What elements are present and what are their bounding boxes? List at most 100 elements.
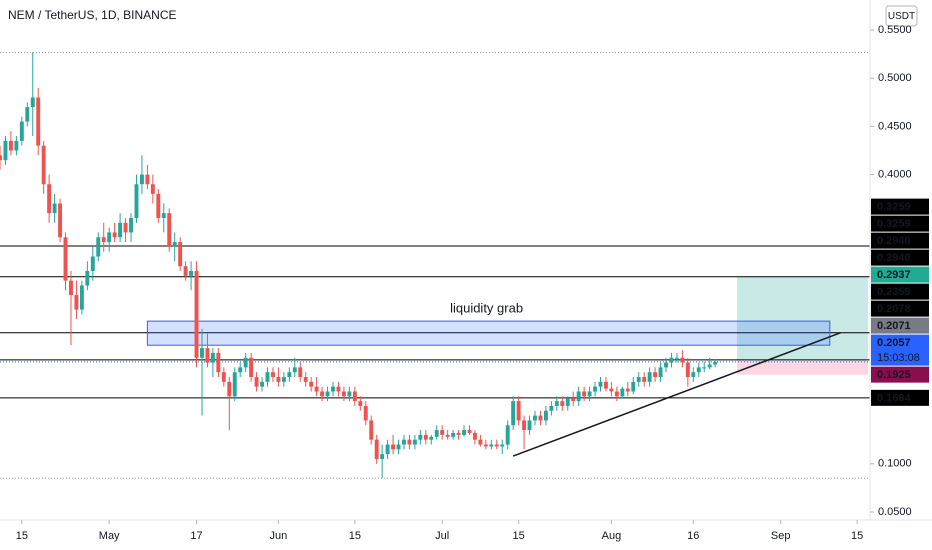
x-tick-label: 16 (687, 530, 699, 542)
candle-body (385, 444, 390, 455)
candle-body (434, 430, 439, 437)
candle-body (303, 377, 308, 382)
candle-body (25, 107, 30, 122)
candle-body (347, 391, 352, 397)
candle-body (52, 203, 57, 214)
candle-body (249, 357, 254, 378)
candle-body (620, 388, 625, 397)
candle-body (352, 391, 357, 402)
price-tag-label: 0.2071 (877, 320, 911, 332)
candle-body (79, 285, 84, 310)
candle-body (505, 425, 510, 445)
candle-body (227, 381, 232, 397)
candle-body (664, 362, 668, 368)
candle-body (63, 237, 68, 281)
candle-body (178, 242, 183, 267)
candle-body (292, 367, 297, 373)
candle-body (320, 391, 325, 397)
price-tag-label: 0.1684 (877, 392, 912, 404)
candle-body (341, 391, 346, 397)
candle-body (625, 388, 630, 392)
price-tag (871, 317, 929, 334)
x-tick-label: 15 (16, 530, 28, 542)
candle-body (440, 430, 445, 435)
price-tag-label: 0.2940 (877, 252, 911, 264)
candle-body (538, 415, 543, 421)
price-tag (871, 215, 929, 232)
candle-body (543, 410, 548, 421)
price-tag-label: 0.2057 (877, 337, 911, 349)
candle-body (134, 184, 139, 218)
candle-body (533, 415, 537, 421)
candle-body (511, 401, 516, 426)
candle-body (462, 430, 466, 435)
candle-body (636, 377, 641, 382)
candle-body (691, 372, 696, 378)
candle-body (30, 97, 35, 108)
candle-body (298, 367, 303, 378)
candle-body (8, 140, 13, 151)
candle-body (549, 405, 554, 411)
candle-body (172, 242, 177, 247)
candle-body (685, 362, 690, 378)
candle-body (331, 386, 335, 392)
candle-body (369, 420, 374, 440)
candle-body (380, 454, 385, 459)
candle-body (69, 280, 73, 296)
price-tag (871, 366, 929, 383)
candle-body (309, 381, 314, 387)
price-tag-label: 0.2359 (877, 286, 911, 298)
candle-body (642, 377, 647, 382)
annotation: liquidity grab (450, 301, 523, 316)
x-tick-label: 15 (349, 530, 361, 542)
currency-button[interactable] (885, 5, 918, 27)
candle-body (129, 217, 133, 233)
candle-body (713, 361, 718, 365)
candle-body (576, 391, 581, 402)
candle-body (669, 357, 674, 363)
candle-body (451, 432, 456, 437)
candle-body (265, 372, 270, 382)
candle-body (47, 184, 52, 214)
candle-body (582, 391, 587, 397)
candle-body (156, 193, 161, 218)
candle-body (41, 145, 46, 185)
candle-body (478, 439, 483, 445)
candle-body (445, 434, 450, 437)
candle-body (200, 348, 204, 358)
x-tick-label: 15 (512, 530, 524, 542)
candle-body (358, 401, 363, 406)
candle-body (112, 232, 117, 238)
candle-body (494, 444, 499, 447)
candle-body (614, 391, 619, 397)
candle-body (123, 222, 128, 233)
price-tag (871, 283, 929, 300)
candle-body (603, 381, 608, 389)
candle-body (232, 372, 237, 397)
y-tick-label: 0.4000 (878, 168, 912, 180)
price-tag (871, 300, 929, 317)
stop-zone (736, 361, 868, 375)
candle-body (270, 372, 275, 378)
candle-body (456, 432, 461, 435)
candle-body (14, 140, 19, 151)
candle-body (653, 372, 658, 378)
candle-body (598, 381, 603, 387)
candle-body (407, 439, 412, 445)
candle-body (374, 439, 379, 459)
candle-body (167, 213, 172, 247)
candle-body (90, 256, 95, 271)
candle-body (107, 232, 112, 243)
candle-body (205, 348, 210, 363)
y-tick-label: 0.5000 (878, 72, 912, 84)
candle-body (554, 401, 559, 406)
candle-body (429, 436, 434, 440)
candle-body (216, 352, 221, 373)
candle-body (402, 439, 406, 445)
candle-body (472, 432, 477, 440)
x-tick-label: 15 (851, 530, 863, 542)
currency-label[interactable]: USDT (888, 11, 915, 22)
candle-body (221, 372, 226, 382)
